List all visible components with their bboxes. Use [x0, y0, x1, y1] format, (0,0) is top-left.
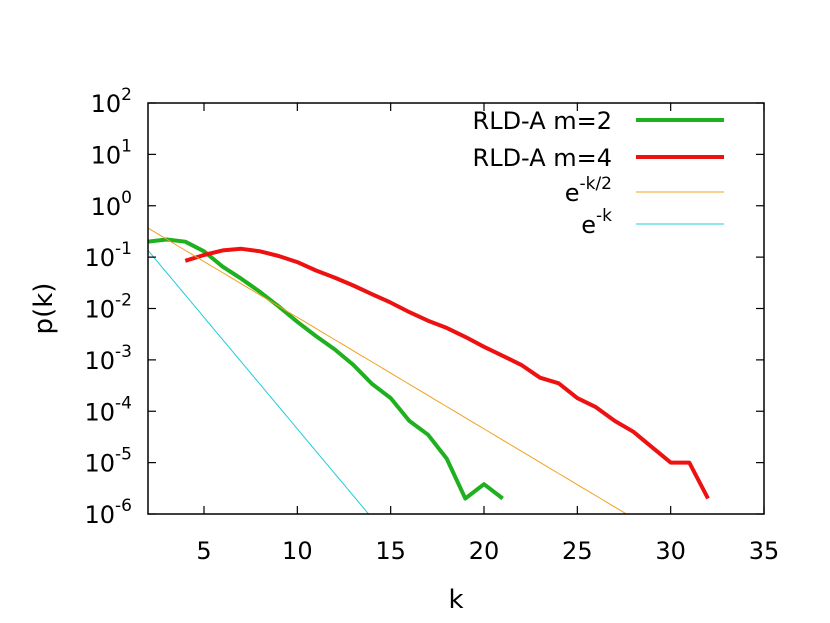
legend-label-4: e-k: [581, 206, 612, 239]
y-tick-base: 10: [91, 141, 122, 169]
series-line-4: [148, 250, 370, 514]
series-line-2: [184, 246, 710, 500]
ticks-layer: 5 10 15 20 25 30 3510210110010-110-210-310-410…: [85, 85, 780, 565]
y-tick-exponent: -1: [115, 239, 132, 259]
x-tick-label: 20: [469, 537, 500, 565]
y-tick-label: 101: [91, 136, 132, 169]
x-tick-label: 25: [562, 537, 593, 565]
y-tick-base: 10: [85, 501, 116, 529]
y-tick-base: 10: [85, 398, 116, 426]
x-tick-label: 10: [282, 537, 313, 565]
y-tick-exponent: -4: [115, 393, 132, 413]
y-tick-label: 10-3: [85, 342, 133, 375]
y-tick-base: 10: [85, 450, 116, 478]
legend-base: e: [581, 211, 596, 239]
series-layer: [148, 227, 710, 514]
series-line-3: [148, 227, 628, 514]
y-tick-base: 10: [91, 90, 122, 118]
y-tick-exponent: 0: [121, 188, 132, 208]
y-tick-exponent: 2: [121, 85, 132, 105]
x-tick-label: 35: [749, 537, 780, 565]
series-group: [148, 227, 710, 514]
x-tick-label: 5: [196, 537, 211, 565]
y-tick-label: 10-2: [85, 291, 133, 324]
plot-frame: [147, 102, 765, 515]
y-tick-label: 10-4: [85, 393, 133, 426]
y-tick-label: 100: [91, 188, 132, 221]
x-tick-label: 15: [375, 537, 406, 565]
y-tick-exponent: -3: [115, 342, 132, 362]
y-tick-base: 10: [91, 193, 122, 221]
legend-base: e: [565, 179, 580, 207]
y-tick-base: 10: [85, 296, 116, 324]
y-tick-base: 10: [85, 244, 116, 272]
y-tick-exponent: -5: [115, 445, 132, 465]
y-tick-exponent: -2: [115, 291, 132, 311]
series-line-1: [148, 237, 504, 501]
y-tick-base: 10: [85, 347, 116, 375]
legend-label-3: e-k/2: [565, 174, 612, 207]
legend-exponent: -k/2: [579, 174, 612, 194]
y-tick-label: 10-5: [85, 445, 133, 478]
legend-exponent: -k: [596, 206, 612, 226]
legend-label-1: RLD-A m=2: [473, 107, 612, 135]
x-axis-title: k: [448, 585, 463, 615]
y-tick-label: 102: [91, 85, 132, 118]
legend-label-2: RLD-A m=4: [473, 144, 612, 172]
y-tick-label: 10-6: [85, 496, 133, 529]
x-tick-label: 30: [655, 537, 686, 565]
y-axis-title: p(k): [29, 283, 59, 335]
y-tick-label: 10-1: [85, 239, 133, 272]
y-tick-exponent: 1: [121, 136, 132, 156]
y-tick-exponent: -6: [115, 496, 132, 516]
